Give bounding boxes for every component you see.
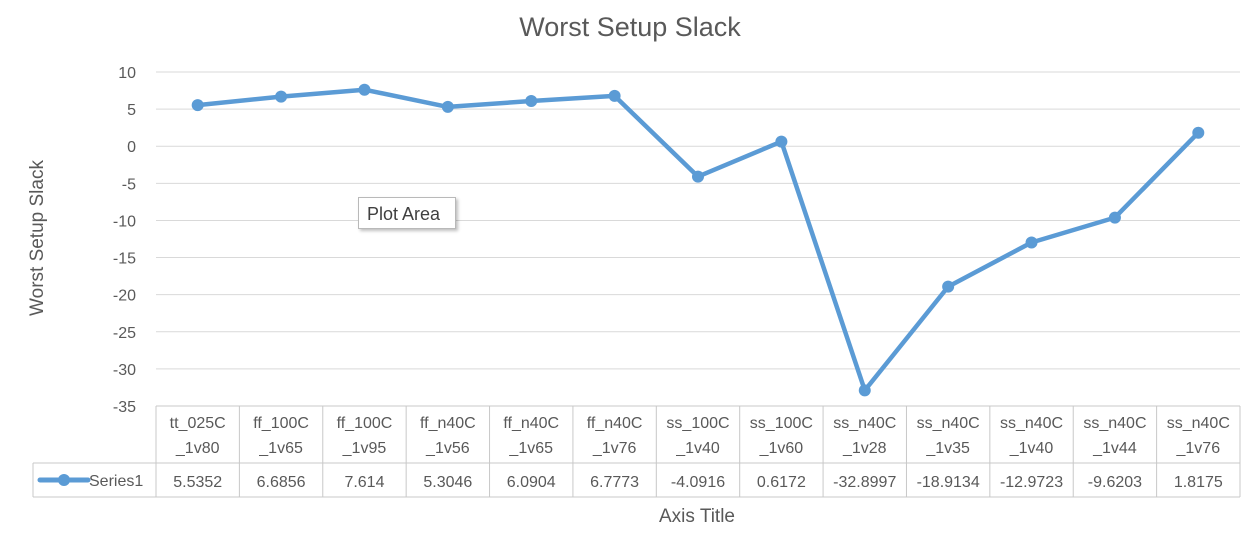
category-label: _1v60 (759, 440, 804, 457)
data-point (942, 280, 955, 293)
category-label: ff_n40C (420, 415, 476, 432)
category-label: _1v40 (1009, 440, 1054, 457)
data-point (525, 95, 538, 108)
data-point (775, 135, 788, 148)
data-point (692, 170, 704, 183)
data-table-value: 6.7773 (590, 474, 639, 491)
y-tick-label: -30 (113, 362, 136, 379)
category-label: _1v76 (592, 440, 637, 457)
legend-marker (58, 474, 70, 486)
category-label: _1v65 (508, 440, 553, 457)
data-point (858, 384, 871, 397)
category-label: ss_n40C (833, 415, 896, 432)
x-axis-label: Axis Title (659, 506, 735, 527)
data-table-value: 6.6856 (257, 474, 306, 491)
category-label: ss_100C (666, 415, 729, 432)
data-table-value: 5.3046 (423, 474, 472, 491)
category-label: _1v95 (342, 440, 387, 457)
category-label: ff_100C (337, 415, 393, 432)
data-table-value: -12.9723 (1000, 474, 1063, 491)
gridlines (156, 71, 1240, 407)
category-label: ss_100C (750, 415, 813, 432)
category-label: _1v44 (1092, 440, 1137, 457)
y-axis-label: Worst Setup Slack (27, 160, 48, 316)
y-tick-label: 5 (127, 102, 136, 119)
chart-title: Worst Setup Slack (519, 12, 741, 42)
data-point (275, 90, 288, 103)
data-table-value: -4.0916 (671, 474, 725, 491)
category-label: _1v65 (258, 440, 303, 457)
y-tick-label: -15 (113, 251, 136, 268)
y-tick-label: -35 (113, 399, 136, 416)
y-tick-label: -25 (113, 325, 136, 342)
category-label: ss_n40C (917, 415, 980, 432)
y-tick-label: -20 (113, 288, 136, 305)
category-label: _1v40 (675, 440, 720, 457)
data-point (191, 99, 204, 112)
data-table: tt_025C _1v80 5.5352 ff_100C _1v65 6.6856 ff_1… (32, 405, 1241, 498)
data-table-value: -9.6203 (1088, 474, 1142, 491)
data-point (608, 89, 621, 102)
data-table-value: 6.0904 (507, 474, 556, 491)
category-label: _1v28 (842, 440, 887, 457)
data-table-value: 0.6172 (757, 474, 806, 491)
y-tick-label: 10 (118, 65, 136, 82)
category-label: _1v35 (925, 440, 970, 457)
series-layer (191, 83, 1205, 397)
y-axis-ticks: 10 5 0 -5 -10 -15 -20 -25 -30 -35 (113, 65, 136, 416)
plot-area-tooltip: Plot Area (358, 197, 456, 229)
y-tick-label: -10 (113, 213, 136, 230)
data-point (358, 83, 371, 96)
category-label: _1v80 (175, 440, 220, 457)
y-tick-label: 0 (127, 139, 136, 156)
category-label: ff_100C (253, 415, 309, 432)
category-label: _1v76 (1176, 440, 1221, 457)
data-point (1108, 211, 1121, 224)
category-label: tt_025C (170, 415, 226, 432)
category-label: ss_n40C (1167, 415, 1230, 432)
data-point (1192, 126, 1205, 139)
category-label: ss_n40C (1000, 415, 1063, 432)
y-tick-label: -5 (122, 176, 136, 193)
legend-label: Series1 (89, 473, 143, 490)
data-table-value: 1.8175 (1174, 474, 1223, 491)
data-table-value: 5.5352 (173, 474, 222, 491)
category-label: ff_n40C (587, 415, 643, 432)
category-label: _1v56 (425, 440, 470, 457)
data-point (1025, 236, 1038, 249)
data-table-value: -18.9134 (917, 474, 980, 491)
series-line (195, 87, 1201, 393)
category-label: ss_n40C (1083, 415, 1146, 432)
data-table-value: -32.8997 (833, 474, 896, 491)
data-table-value: 7.614 (344, 474, 384, 491)
data-point (441, 100, 454, 113)
category-label: ff_n40C (503, 415, 559, 432)
